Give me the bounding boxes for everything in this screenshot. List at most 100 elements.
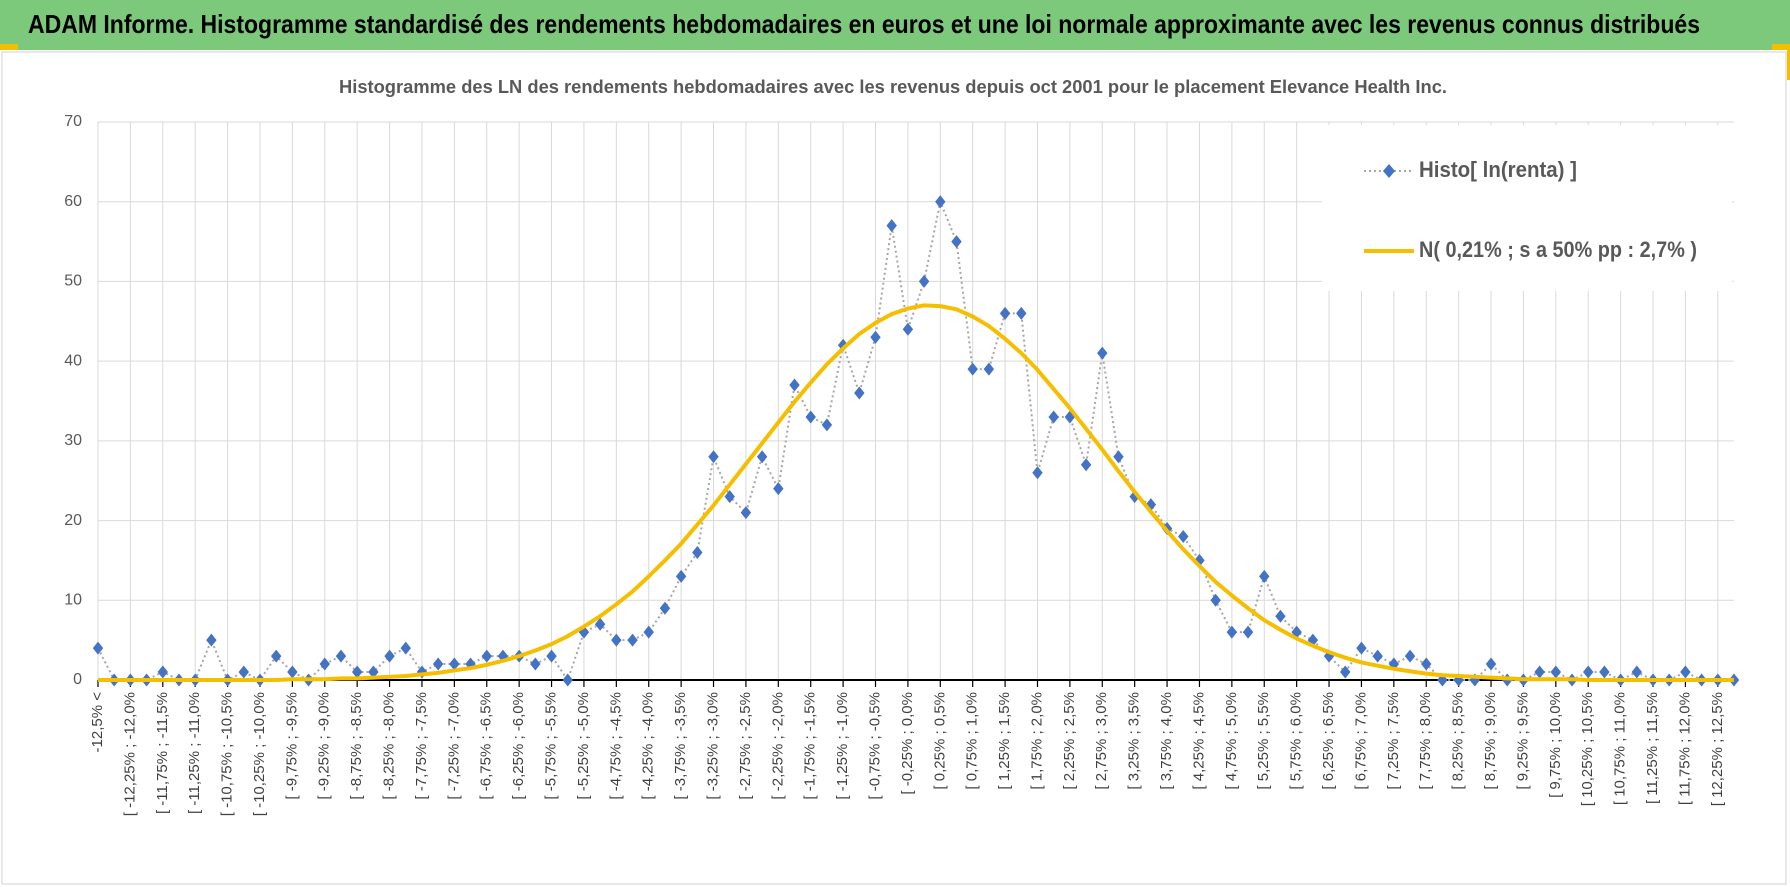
data-point — [675, 569, 687, 583]
data-point — [1599, 665, 1610, 679]
x-tick-label: [ 4,25% ; 4,5% — [1190, 692, 1207, 790]
data-point — [1145, 498, 1157, 512]
x-tick-label: [ -6,75% ; -6,5% — [478, 692, 495, 800]
x-tick-label: [ 0,25% ; 0,5% — [931, 692, 948, 790]
data-point — [319, 657, 330, 671]
data-point — [1016, 306, 1027, 320]
x-tick-label: [ -0,75% ; -0,5% — [866, 692, 883, 800]
x-tick-label: [ 9,25% ; 9,5% — [1514, 692, 1531, 790]
data-point — [1080, 458, 1092, 472]
data-point — [432, 657, 444, 671]
y-tick-label: 50 — [64, 273, 82, 290]
data-point — [562, 673, 573, 687]
data-point — [756, 450, 768, 464]
x-tick-label: [ -8,75% ; -8,5% — [348, 692, 365, 800]
data-point — [368, 665, 379, 679]
y-tick-label: 40 — [64, 352, 82, 369]
header-title: ADAM Informe. Histogramme standardisé de… — [28, 9, 1700, 39]
x-tick-label: [ 2,75% ; 3,0% — [1093, 692, 1110, 790]
data-point — [1680, 665, 1691, 679]
x-tick-label: [ 4,75% ; 5,0% — [1223, 692, 1240, 790]
x-tick-label: [ -3,75% ; -3,5% — [672, 692, 689, 800]
data-point — [1275, 609, 1286, 623]
data-point — [886, 219, 897, 233]
x-tick-label: [ -4,75% ; -4,5% — [607, 692, 624, 800]
data-point — [481, 649, 492, 663]
data-point — [854, 386, 865, 400]
x-tick-label: [ -4,25% ; -4,0% — [640, 692, 657, 800]
y-tick-label: 30 — [64, 432, 82, 449]
chart-frame — [1, 51, 1787, 885]
data-point — [999, 306, 1011, 320]
data-point — [935, 195, 946, 209]
data-point — [1210, 593, 1221, 607]
data-point — [384, 649, 395, 663]
x-tick-label: [ -0,25% ; 0,0% — [899, 692, 916, 795]
data-point — [1631, 665, 1643, 679]
x-tick-label: [ 5,25% ; 5,5% — [1255, 692, 1272, 790]
data-point — [530, 657, 541, 671]
x-tick-label: [ -3,25% ; -3,0% — [704, 692, 721, 800]
x-tick-label: [ -5,75% ; -5,5% — [543, 692, 560, 800]
x-tick-label: [ -8,25% ; -8,0% — [381, 692, 398, 800]
x-tick-label: [ -9,25% ; -9,0% — [316, 692, 333, 800]
data-point — [1550, 665, 1562, 679]
x-tick-label: -12,5% < — [89, 692, 106, 753]
x-tick-label: [ -10,25% ; -10,0% — [251, 692, 268, 816]
data-point — [773, 482, 784, 496]
chart-title: Histogramme des LN des rendements hebdom… — [339, 77, 1447, 97]
data-point — [449, 657, 460, 671]
x-tick-label: [ -7,75% ; -7,5% — [413, 692, 430, 800]
data-point — [546, 649, 557, 663]
data-point — [902, 322, 914, 336]
data-point — [1485, 657, 1497, 671]
data-point — [1226, 625, 1238, 639]
data-point — [692, 545, 703, 559]
x-tick-label: [ -11,25% ; -11,0% — [186, 692, 203, 814]
x-tick-label: [ -5,25% ; -5,0% — [575, 692, 592, 800]
data-point — [1259, 569, 1270, 583]
data-point — [1032, 466, 1043, 480]
data-point — [1340, 665, 1351, 679]
data-point — [1129, 490, 1140, 504]
data-point — [238, 665, 249, 679]
data-point — [1048, 410, 1059, 424]
legend-label: Histo[ ln(renta) ] — [1419, 157, 1577, 182]
legend-marker — [1383, 164, 1395, 178]
x-tick-label: [ 8,75% ; 9,0% — [1482, 692, 1499, 790]
data-point — [659, 601, 671, 615]
legend-box — [1322, 125, 1732, 291]
x-tick-label: [ 1,75% ; 2,0% — [1028, 692, 1045, 790]
y-tick-label: 10 — [64, 592, 82, 609]
x-tick-label: [ 11,25% ; 11,5% — [1644, 692, 1661, 804]
corner-mark — [0, 44, 18, 50]
x-tick-label: [ 10,25% ; 10,5% — [1579, 692, 1596, 806]
x-tick-label: [ 5,75% ; 6,0% — [1288, 692, 1305, 790]
x-tick-label: [ -9,75% ; -9,5% — [283, 692, 300, 800]
y-tick-label: 60 — [64, 193, 82, 210]
data-point — [594, 617, 606, 631]
x-tick-label: [ 3,75% ; 4,0% — [1158, 692, 1175, 790]
data-point — [1372, 649, 1383, 663]
normal-curve — [98, 303, 1734, 682]
data-point — [1356, 641, 1367, 655]
data-point — [740, 506, 752, 520]
corner-mark — [1772, 44, 1790, 50]
data-point — [92, 641, 104, 655]
data-point — [1583, 665, 1594, 679]
x-tick-label: [ 9,75% ; 10,0% — [1547, 692, 1564, 798]
data-point — [967, 362, 978, 376]
x-tick-label: [ 6,75% ; 7,0% — [1352, 692, 1369, 790]
legend-label: N( 0,21% ; s a 50% pp : 2,7% ) — [1419, 237, 1697, 262]
x-tick-label: [ 0,75% ; 1,0% — [964, 692, 981, 790]
data-point — [708, 450, 719, 464]
data-point — [1421, 657, 1432, 671]
x-tick-label: [ 6,25% ; 6,5% — [1320, 692, 1337, 790]
x-tick-label: [ -2,75% ; -2,5% — [737, 692, 754, 800]
x-tick-label: [ 1,25% ; 1,5% — [996, 692, 1013, 790]
x-tick-label: [ 7,25% ; 7,5% — [1385, 692, 1402, 790]
data-point — [335, 649, 347, 663]
corner-mark — [1787, 50, 1790, 80]
data-point — [270, 649, 282, 663]
